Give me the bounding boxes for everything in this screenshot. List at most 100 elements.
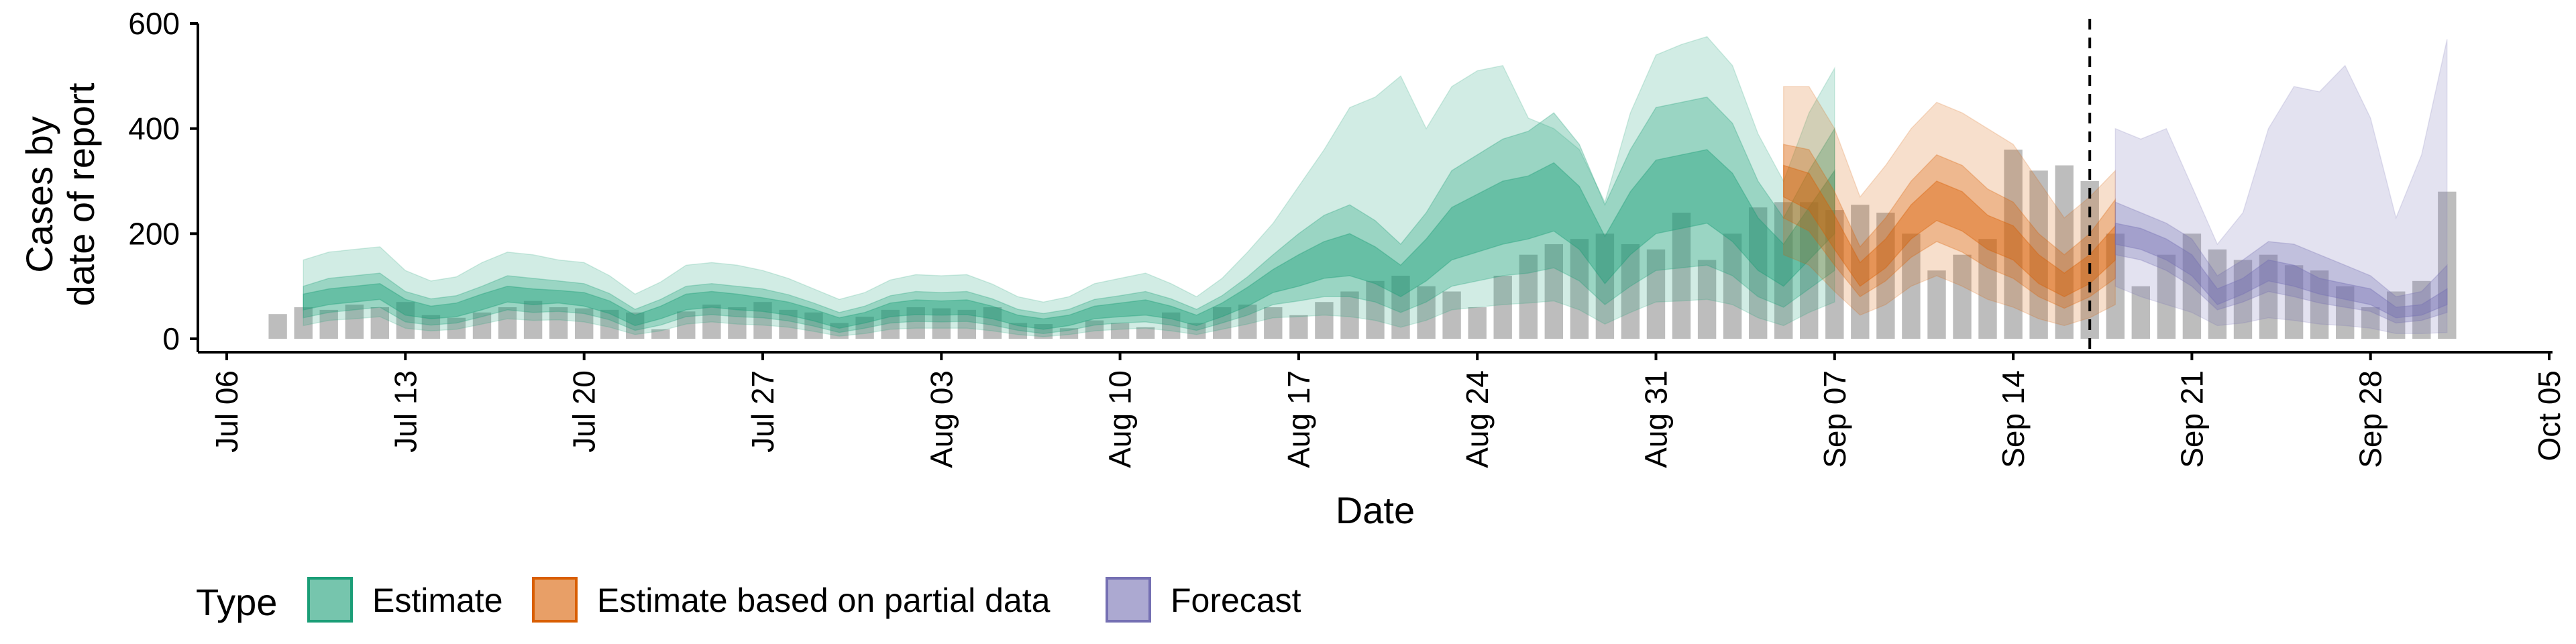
axes: 0 200 400 600 Jul 06 Jul 13 Jul 20 Jul 27 Aug 03… [128, 6, 2567, 468]
case-bar [2055, 165, 2074, 339]
case-bar [1136, 327, 1155, 339]
case-bar [575, 308, 594, 339]
case-bar [1493, 276, 1512, 339]
case-bar [702, 305, 721, 339]
x-tick-label: Jul 20 [567, 370, 602, 453]
case-bar [1953, 254, 1972, 339]
case-bar [319, 309, 338, 339]
case-bar [677, 311, 696, 339]
case-bar [523, 301, 543, 339]
x-tick-label: Jul 06 [209, 370, 244, 453]
case-bar [1442, 291, 1461, 339]
case-bar [1519, 254, 1538, 339]
case-bar [1672, 213, 1691, 339]
case-bar [855, 317, 874, 339]
case-bar [2284, 265, 2304, 339]
series-3-inner-ribbon [2114, 222, 2448, 319]
case-bar [370, 307, 389, 339]
legend-label: Forecast [1171, 582, 1301, 619]
case-bar [1391, 276, 1410, 339]
case-bar [2004, 150, 2023, 339]
x-tick-label: Aug 31 [1639, 370, 1674, 468]
series-2-outer-ribbon [1782, 86, 2116, 327]
case-bar [626, 312, 645, 339]
case-bar [753, 302, 772, 339]
series-3-middle-ribbon [2114, 201, 2448, 324]
case-bar [779, 309, 798, 339]
case-bar [1340, 291, 1359, 339]
case-bar [2412, 280, 2431, 339]
x-tick-label: Sep 21 [2174, 370, 2209, 468]
x-tick-label: Aug 17 [1281, 370, 1316, 468]
x-axis-title: Date [1336, 489, 1415, 531]
case-bar [1468, 307, 1487, 339]
case-bar [1187, 323, 1206, 339]
case-bar [2182, 233, 2202, 339]
y-tick-label: 600 [128, 6, 180, 41]
x-tick-label: Aug 10 [1103, 370, 1138, 468]
case-bar [1085, 320, 1104, 339]
case-bar [2336, 286, 2355, 339]
legend-key [532, 577, 578, 623]
case-bar [1238, 305, 1257, 339]
case-bar [294, 307, 313, 339]
case-bar [1059, 328, 1079, 339]
case-bar [2029, 170, 2048, 339]
legend-title: Type [196, 581, 277, 623]
case-bar [549, 307, 568, 339]
case-bar [2310, 270, 2329, 339]
case-bar [932, 308, 951, 339]
x-tick-label: Aug 24 [1460, 370, 1495, 468]
y-axis-title-line-1: Cases by [18, 116, 60, 272]
case-bar [2259, 254, 2278, 339]
legend-label: Estimate [372, 582, 503, 619]
y-tick-label: 400 [128, 111, 180, 146]
series-2-inner-ribbon [1782, 164, 2116, 298]
x-tick-label: Jul 27 [745, 370, 780, 453]
y-tick-label: 0 [162, 321, 180, 356]
case-bar [396, 302, 415, 339]
y-axis-title: Cases by date of report [18, 83, 102, 307]
y-axis-title-line-2: date of report [60, 83, 102, 307]
case-bar [2157, 254, 2176, 339]
legend-label: Estimate based on partial data [597, 582, 1051, 619]
x-tick-label: Sep 07 [1817, 370, 1852, 468]
case-bar [1851, 205, 1870, 339]
series-1-inner-ribbon [303, 149, 1835, 330]
case-bar [2438, 191, 2457, 339]
case-bar [600, 309, 619, 339]
case-bar [804, 312, 823, 339]
case-bar [957, 309, 976, 339]
case-bar [2361, 307, 2380, 339]
case-bar [268, 314, 287, 339]
case-bar [1008, 323, 1028, 339]
case-bar [1646, 249, 1666, 339]
case-bar [345, 305, 364, 339]
case-bar [1621, 244, 1640, 339]
x-tick-label: Jul 13 [388, 370, 423, 453]
case-bar [1749, 207, 1768, 339]
case-bar [1110, 323, 1130, 339]
case-bar [1162, 312, 1181, 339]
case-bar [1570, 239, 1589, 339]
case-bar [1723, 233, 1742, 339]
case-bar [651, 329, 670, 339]
case-bar [447, 317, 466, 339]
case-bar [2208, 249, 2227, 339]
case-bar [498, 307, 517, 339]
legend-key [307, 577, 353, 623]
case-bar [1902, 233, 1921, 339]
legend: Type Estimate Estimate based on partial da… [196, 577, 1301, 623]
x-tick-label: Sep 28 [2353, 370, 2388, 468]
case-bar [1800, 202, 1819, 339]
case-bar [1544, 244, 1563, 339]
legend-key [1106, 577, 1151, 623]
series-3-outer-ribbon [2114, 39, 2448, 334]
case-bar [1927, 270, 1946, 339]
x-tick-label: Aug 03 [924, 370, 959, 468]
case-bar [421, 315, 441, 339]
case-bar [830, 323, 849, 339]
case-bar [1264, 307, 1283, 339]
case-bar [1876, 213, 1895, 339]
